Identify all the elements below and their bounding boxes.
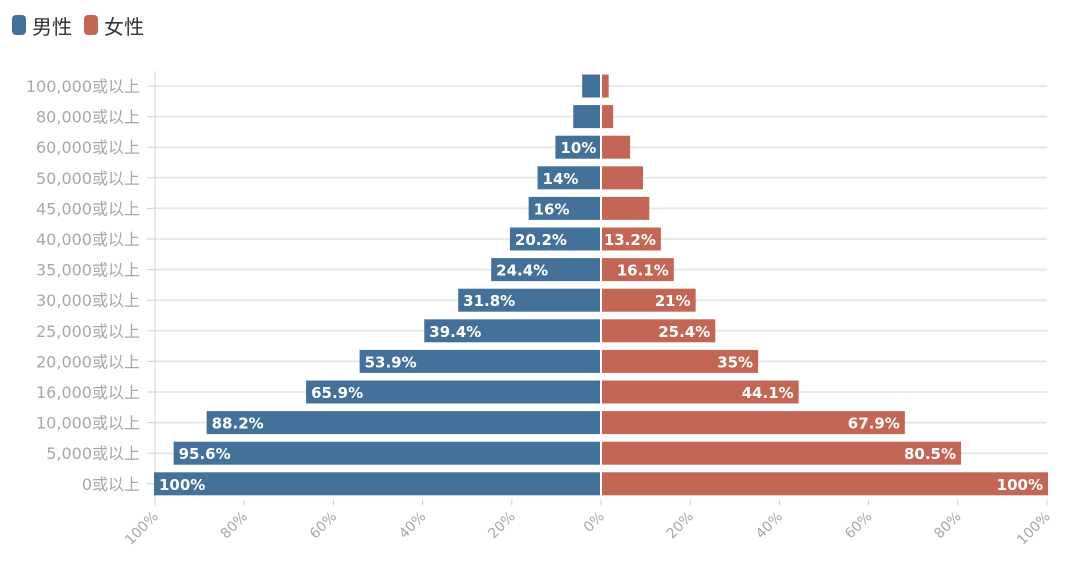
x-tick-label: 0% xyxy=(581,509,608,536)
legend-swatch-male xyxy=(12,15,26,35)
y-tick-label: 45,000或以上 xyxy=(36,199,140,218)
male-data-label: 88.2% xyxy=(212,415,264,433)
female-data-label: 25.4% xyxy=(658,323,710,341)
x-tick-label: 40% xyxy=(753,509,786,542)
y-tick-label: 60,000或以上 xyxy=(36,138,140,157)
male-bar xyxy=(491,258,600,282)
female-data-label: 35% xyxy=(717,353,753,371)
legend-item-female[interactable]: 女性 xyxy=(84,11,144,40)
male-bar xyxy=(509,227,600,251)
female-bar xyxy=(602,349,759,373)
male-bar xyxy=(528,196,600,220)
male-bar xyxy=(582,74,600,98)
female-data-label: 44.1% xyxy=(742,384,794,402)
female-bar xyxy=(602,411,905,435)
y-tick-label: 100,000或以上 xyxy=(26,77,140,96)
male-data-label: 14% xyxy=(543,170,579,188)
y-tick-label: 5,000或以上 xyxy=(46,444,140,463)
male-data-label: 24.4% xyxy=(496,262,548,280)
male-data-label: 16% xyxy=(534,200,570,218)
male-bar xyxy=(173,441,600,465)
male-bar xyxy=(359,349,600,373)
female-bar xyxy=(602,258,674,282)
y-tick-label: 25,000或以上 xyxy=(36,322,140,341)
y-tick-label: 50,000或以上 xyxy=(36,169,140,188)
female-data-label: 80.5% xyxy=(904,445,956,463)
female-bar xyxy=(602,166,644,190)
y-tick-label: 30,000或以上 xyxy=(36,291,140,310)
male-bar xyxy=(458,288,600,312)
y-tick-label: 10,000或以上 xyxy=(36,414,140,433)
male-bar xyxy=(206,411,601,435)
female-bar xyxy=(602,74,609,98)
male-bar xyxy=(573,105,600,129)
female-bar xyxy=(602,288,696,312)
x-tick-label: 60% xyxy=(842,509,875,542)
male-data-label: 39.4% xyxy=(429,323,481,341)
male-bar xyxy=(306,380,600,404)
x-tick-label: 60% xyxy=(307,509,340,542)
female-bar xyxy=(602,227,661,251)
male-bar xyxy=(537,166,600,190)
female-bar xyxy=(602,105,614,129)
female-data-label: 21% xyxy=(655,292,691,310)
male-data-label: 31.8% xyxy=(463,292,515,310)
x-tick-label: 20% xyxy=(664,509,697,542)
female-bar xyxy=(602,196,650,220)
y-tick-label: 35,000或以上 xyxy=(36,261,140,280)
legend-swatch-female xyxy=(84,15,98,35)
male-data-label: 95.6% xyxy=(179,445,231,463)
female-data-label: 100% xyxy=(997,476,1043,494)
y-tick-label: 80,000或以上 xyxy=(36,108,140,127)
y-tick-label: 0或以上 xyxy=(82,475,140,494)
x-tick-label: 100% xyxy=(1014,509,1054,549)
female-bar xyxy=(602,319,716,343)
legend: 男性 女性 xyxy=(12,10,144,40)
male-data-label: 100% xyxy=(159,476,205,494)
male-data-label: 10% xyxy=(560,139,596,157)
legend-label-female: 女性 xyxy=(104,14,144,39)
x-tick-label: 40% xyxy=(396,509,429,542)
x-tick-label: 20% xyxy=(485,509,518,542)
male-data-label: 20.2% xyxy=(515,231,567,249)
y-tick-label: 40,000或以上 xyxy=(36,230,140,249)
legend-item-male[interactable]: 男性 xyxy=(12,11,72,40)
x-tick-label: 80% xyxy=(931,509,964,542)
male-data-label: 53.9% xyxy=(365,353,417,371)
female-bar xyxy=(602,380,799,404)
male-bar xyxy=(424,319,600,343)
x-tick-label: 100% xyxy=(122,509,162,549)
y-tick-label: 20,000或以上 xyxy=(36,352,140,371)
male-bar xyxy=(154,472,600,496)
female-bar xyxy=(602,441,962,465)
x-tick-label: 80% xyxy=(218,509,251,542)
male-bar xyxy=(555,135,600,159)
legend-label-male: 男性 xyxy=(32,14,72,39)
male-data-label: 65.9% xyxy=(311,384,363,402)
female-data-label: 16.1% xyxy=(617,262,669,280)
female-data-label: 67.9% xyxy=(848,415,900,433)
female-data-label: 13.2% xyxy=(604,231,656,249)
female-bar xyxy=(602,135,631,159)
y-tick-label: 16,000或以上 xyxy=(36,383,140,402)
female-bar xyxy=(602,472,1048,496)
